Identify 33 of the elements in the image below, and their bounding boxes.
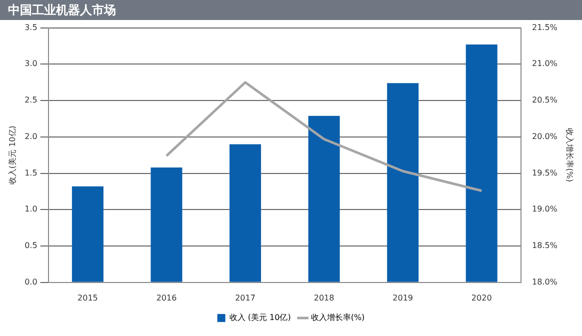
x-tick-label: 2015 bbox=[78, 293, 98, 302]
y-axis-title: 收入(美元 10亿) bbox=[8, 126, 17, 185]
y-tick-label: 3.5 bbox=[24, 22, 38, 32]
bar bbox=[466, 44, 498, 282]
x-tick-label: 2018 bbox=[314, 293, 334, 302]
y2-tick-label: 20.0% bbox=[532, 132, 558, 141]
y2-tick-label: 21.0% bbox=[532, 59, 558, 68]
y2-tick-label: 19.5% bbox=[532, 168, 558, 178]
y2-tick-label: 21.5% bbox=[532, 22, 558, 32]
y-tick-label: 2.5 bbox=[24, 96, 38, 105]
chart-title: 中国工业机器人市场 bbox=[0, 0, 582, 20]
y2-axis-title: 收入增长率(%) bbox=[565, 128, 574, 182]
legend-label: 收入 (美元 10亿) bbox=[229, 313, 291, 322]
y2-tick-label: 18.0% bbox=[532, 277, 558, 286]
y2-tick-label: 20.5% bbox=[532, 96, 558, 105]
bar bbox=[72, 186, 104, 282]
y-tick-label: 0.5 bbox=[24, 241, 38, 250]
x-tick-label: 2019 bbox=[392, 293, 413, 302]
x-tick-label: 2020 bbox=[471, 293, 492, 302]
bar bbox=[308, 116, 340, 282]
y2-tick-label: 18.5% bbox=[532, 241, 558, 250]
y2-tick-label: 19.0% bbox=[532, 204, 558, 214]
y-tick-label: 0.0 bbox=[24, 277, 38, 286]
y-tick-label: 1.0 bbox=[24, 204, 38, 214]
bar bbox=[387, 83, 419, 282]
legend-label: 收入增长率(%) bbox=[310, 313, 365, 322]
x-tick-label: 2016 bbox=[156, 293, 177, 302]
x-tick-label: 2017 bbox=[235, 293, 256, 302]
y-tick-label: 2.0 bbox=[24, 132, 38, 141]
y-tick-label: 1.5 bbox=[24, 168, 38, 178]
bar bbox=[230, 144, 262, 282]
bar bbox=[150, 167, 182, 282]
y-tick-label: 3.0 bbox=[24, 59, 38, 68]
